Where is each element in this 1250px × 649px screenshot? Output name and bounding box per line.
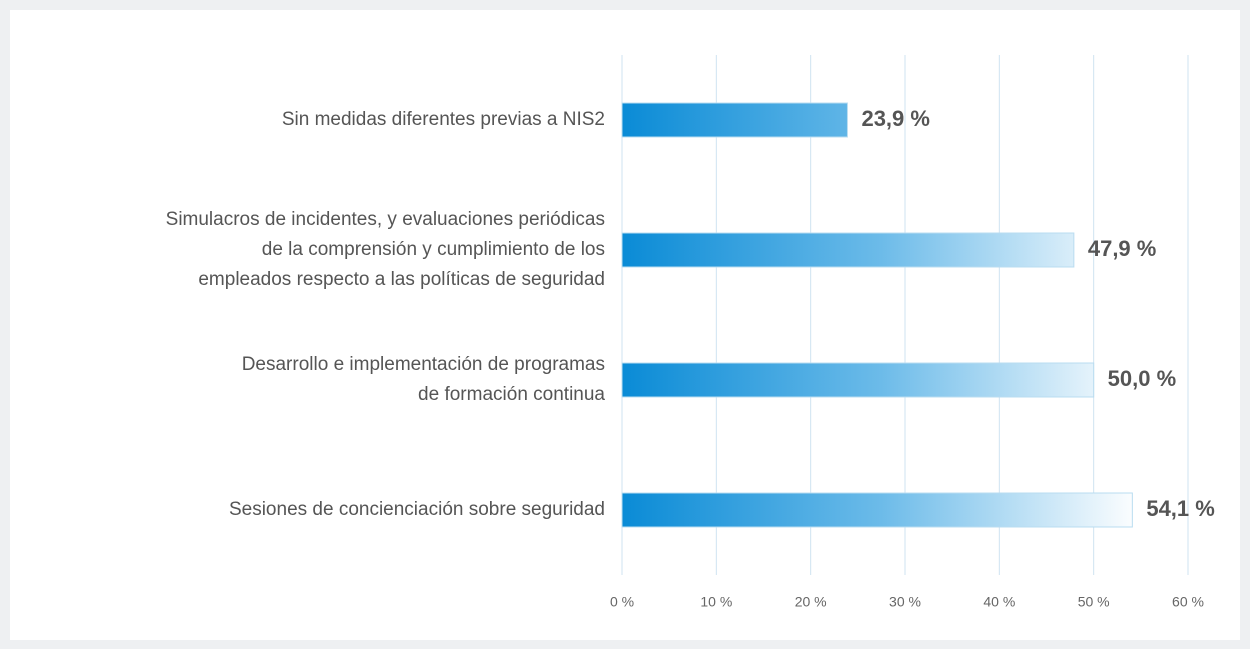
value-label: 23,9 % — [861, 106, 930, 131]
bar — [621, 102, 848, 138]
x-tick-label: 60 % — [1172, 594, 1204, 610]
category-label: de formación continua — [418, 384, 605, 405]
x-tick-label: 50 % — [1078, 594, 1110, 610]
category-label: empleados respecto a las políticas de se… — [198, 269, 605, 290]
category-label: Sin medidas diferentes previas a NIS2 — [282, 109, 605, 130]
bar — [621, 492, 1133, 528]
x-tick-label: 0 % — [610, 594, 634, 610]
category-label: de la comprensión y cumplimiento de los — [262, 239, 605, 260]
x-tick-label: 10 % — [700, 594, 732, 610]
bar — [621, 362, 1095, 398]
value-label: 47,9 % — [1088, 236, 1157, 261]
bar — [621, 232, 1075, 268]
x-tick-label: 20 % — [795, 594, 827, 610]
category-label: Simulacros de incidentes, y evaluaciones… — [166, 209, 605, 230]
x-tick-label: 30 % — [889, 594, 921, 610]
value-label: 50,0 % — [1108, 366, 1177, 391]
category-label: Sesiones de concienciación sobre segurid… — [229, 499, 605, 520]
x-tick-label: 40 % — [983, 594, 1015, 610]
category-label: Desarrollo e implementación de programas — [242, 354, 605, 375]
value-label: 54,1 % — [1146, 496, 1215, 521]
